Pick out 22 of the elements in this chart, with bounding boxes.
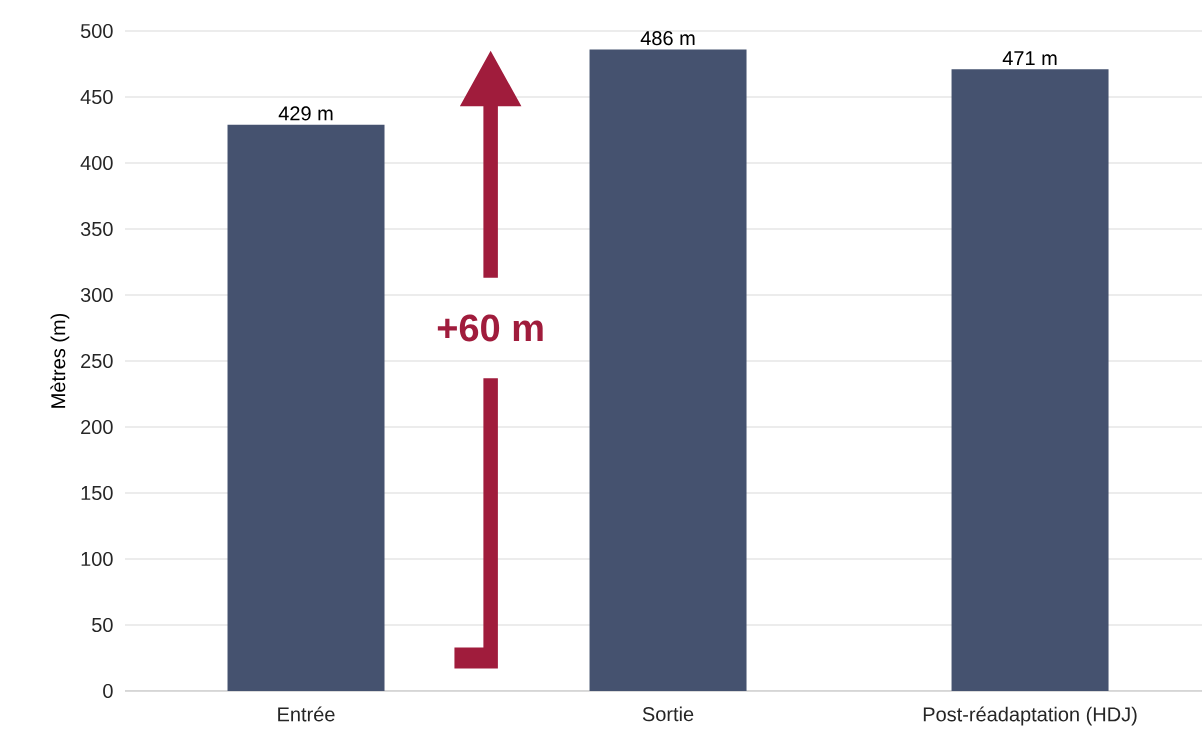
y-tick-label: 50 xyxy=(92,617,113,633)
x-tick-label: Sortie xyxy=(642,706,694,722)
y-tick-label: 300 xyxy=(80,287,113,303)
y-axis-title: Mètres (m) xyxy=(50,313,70,408)
y-tick-label: 0 xyxy=(103,683,113,699)
y-tick-label: 350 xyxy=(80,221,113,237)
data-label: 429 m xyxy=(278,106,333,121)
y-tick-label: 250 xyxy=(81,353,113,369)
bar xyxy=(951,69,1109,691)
y-tick-label: 400 xyxy=(80,155,113,171)
y-tick-label: 450 xyxy=(80,89,113,105)
data-label: 471 m xyxy=(1002,51,1057,66)
x-tick-label: Post-réadaptation (HDJ) xyxy=(923,706,1137,726)
bar xyxy=(227,124,385,691)
y-tick-label: 100 xyxy=(81,551,113,567)
x-tick-label: Entrée xyxy=(278,706,335,722)
bar xyxy=(589,49,747,691)
y-tick-label: 500 xyxy=(80,23,113,39)
annotation: +60 m xyxy=(437,314,543,342)
y-tick-label: 200 xyxy=(81,419,113,435)
data-label: 486 m xyxy=(640,31,695,46)
y-tick-label: 150 xyxy=(81,485,113,501)
